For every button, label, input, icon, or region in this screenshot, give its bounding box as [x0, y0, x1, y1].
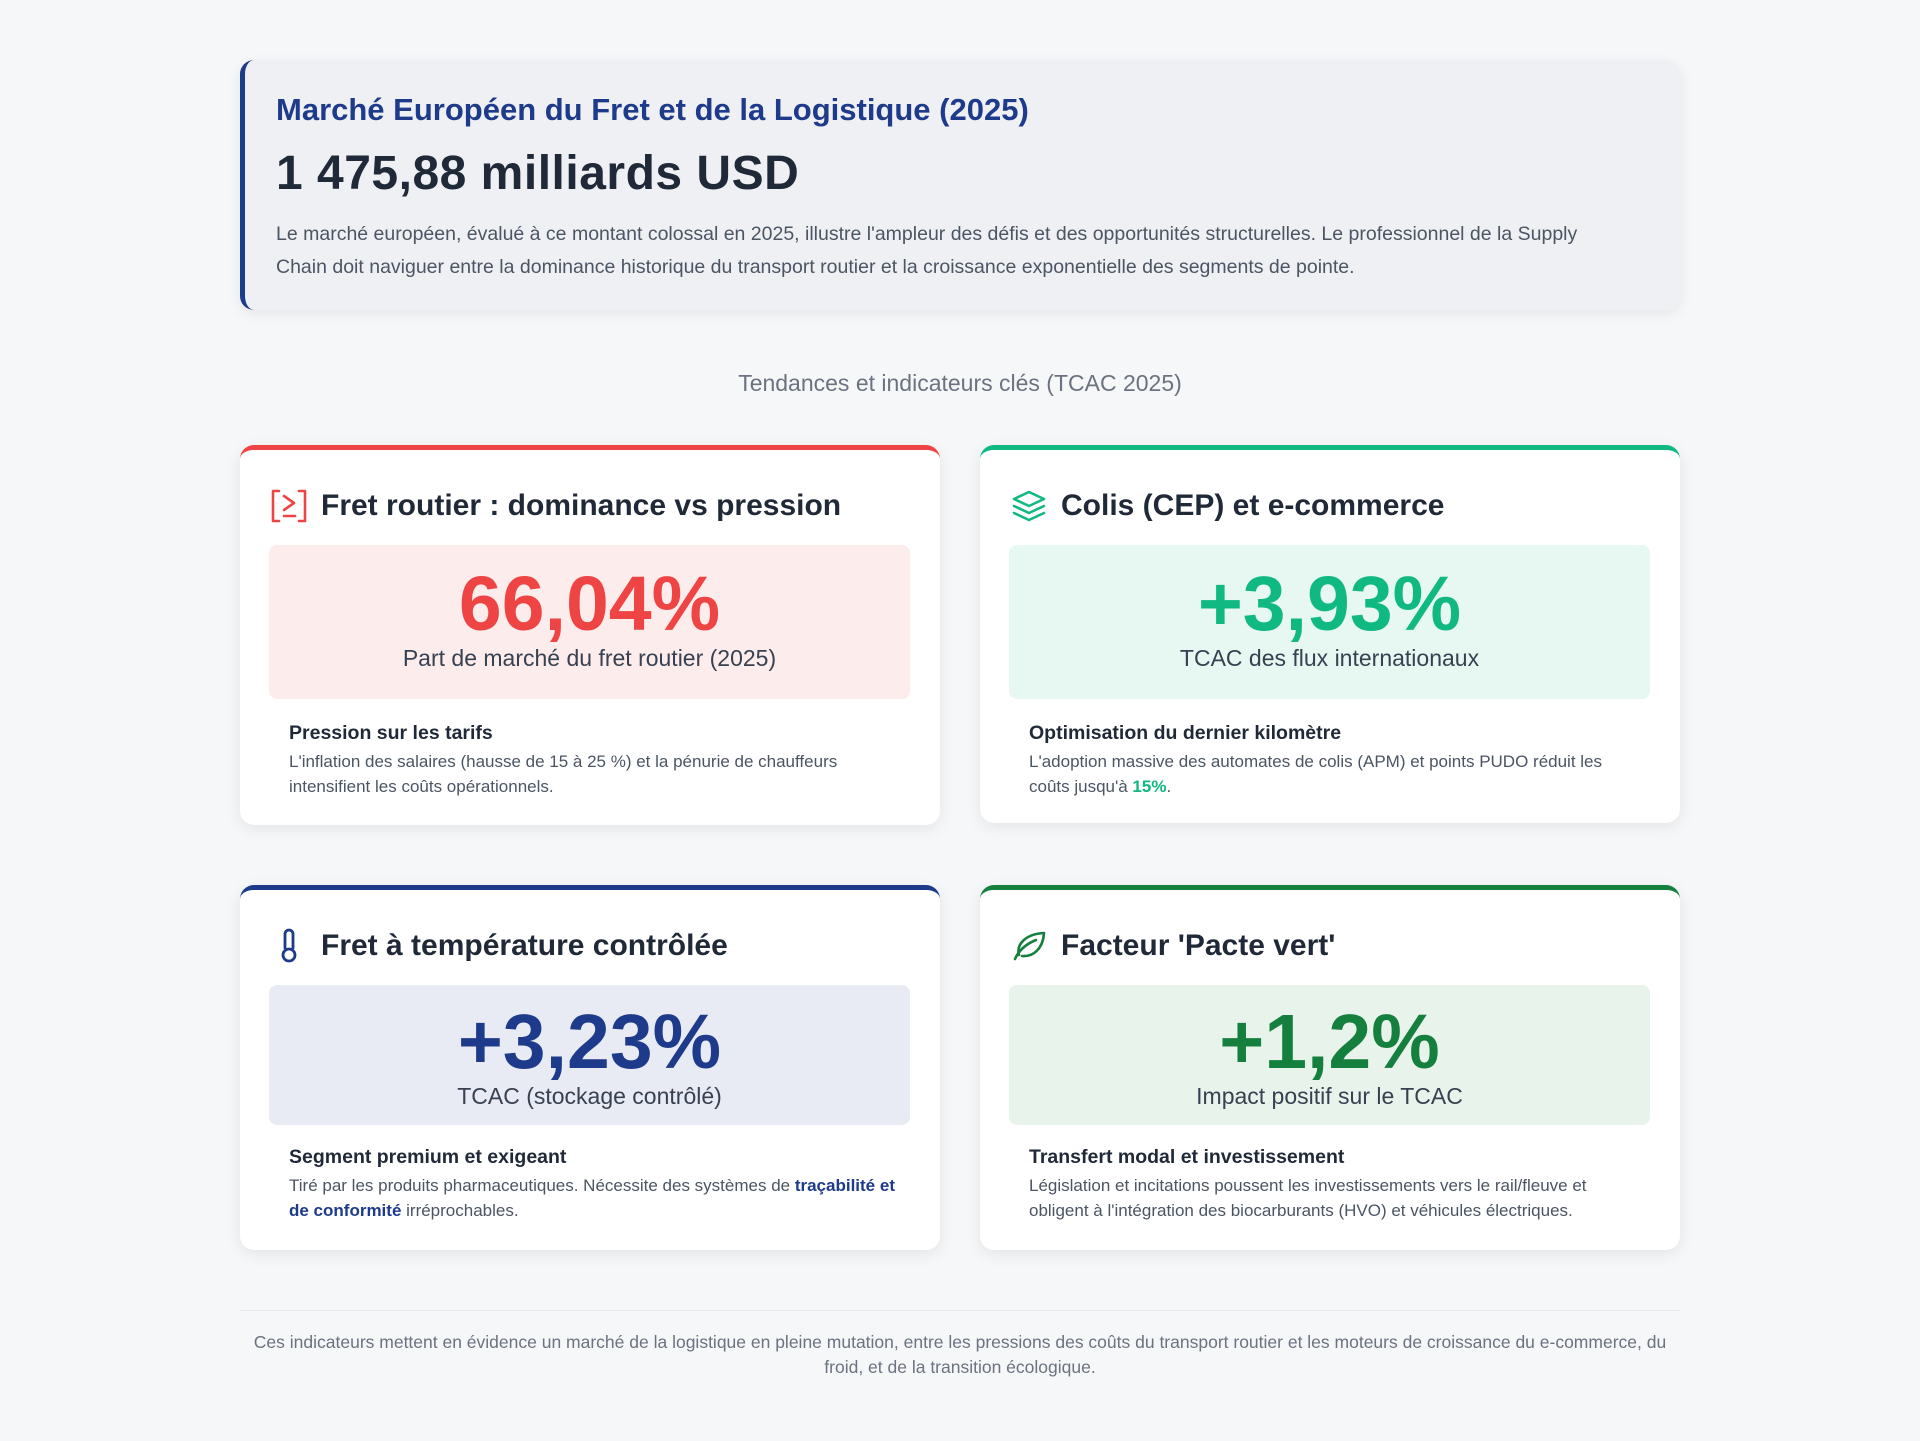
market-overview-panel: Marché Européen du Fret et de la Logisti…	[240, 60, 1680, 310]
stat-label: TCAC des flux internationaux	[1179, 645, 1480, 671]
card-title: Fret à température contrôlée	[321, 929, 728, 962]
card-header: Colis (CEP) et e-commerce	[1009, 486, 1444, 526]
page-title: Marché Européen du Fret et de la Logisti…	[276, 92, 1029, 127]
card-header: Facteur 'Pacte vert'	[1009, 926, 1335, 966]
parcels-ecommerce-card: Colis (CEP) et e-commerce +3,93% TCAC de…	[980, 445, 1680, 823]
card-header: Fret à température contrôlée	[269, 926, 728, 966]
detail-block: Segment premium et exigeant Tiré par les…	[289, 1146, 899, 1223]
stat-label: Part de marché du fret routier (2025)	[402, 645, 777, 671]
footer-note: Ces indicateurs mettent en évidence un m…	[253, 1332, 1667, 1377]
stat-value: +1,2%	[1219, 999, 1440, 1085]
detail-text: Législation et incitations poussent les …	[1029, 1176, 1587, 1220]
footer-divider	[240, 1310, 1680, 1311]
section-subtitle: Tendances et indicateurs clés (TCAC 2025…	[738, 370, 1182, 396]
stat-value: +3,23%	[457, 999, 722, 1085]
stat-box: +3,93% TCAC des flux internationaux	[1009, 545, 1650, 699]
layers-icon	[1009, 486, 1049, 526]
road-freight-card: Fret routier : dominance vs pression 66,…	[240, 445, 940, 825]
detail-title: Optimisation du dernier kilomètre	[1029, 722, 1342, 744]
stat-value: +3,93%	[1197, 561, 1462, 647]
detail-title: Transfert modal et investissement	[1029, 1146, 1345, 1168]
detail-text-end: .	[1166, 777, 1172, 796]
detail-highlight: traçabilité et de conformité	[289, 1176, 895, 1220]
detail-text: L'adoption massive des automates de coli…	[1029, 749, 1639, 799]
stat-label: TCAC (stockage contrôlé)	[457, 1083, 722, 1109]
detail-highlight: 15%	[1132, 777, 1167, 796]
detail-text-end: irréprochables.	[401, 1201, 519, 1220]
road-freight-icon	[269, 486, 309, 526]
green-deal-card: Facteur 'Pacte vert' +1,2% Impact positi…	[980, 885, 1680, 1250]
market-description: Le marché européen, évalué à ce montant …	[276, 223, 1578, 278]
market-value: 1 475,88 milliards USD	[276, 147, 800, 200]
detail-text-start: Tiré par les produits pharmaceutiques. N…	[289, 1176, 795, 1195]
stat-box: 66,04% Part de marché du fret routier (2…	[269, 545, 910, 699]
card-title: Colis (CEP) et e-commerce	[1061, 489, 1445, 522]
detail-text: Tiré par les produits pharmaceutiques. N…	[289, 1173, 899, 1223]
detail-block: Transfert modal et investissement Législ…	[1029, 1146, 1639, 1223]
detail-text-start: L'adoption massive des automates de coli…	[1029, 752, 1603, 796]
card-title: Facteur 'Pacte vert'	[1061, 929, 1336, 962]
cold-chain-card: Fret à température contrôlée +3,23% TCAC…	[240, 885, 940, 1250]
detail-title: Segment premium et exigeant	[289, 1146, 567, 1168]
stat-box: +1,2% Impact positif sur le TCAC	[1009, 985, 1650, 1125]
stat-box: +3,23% TCAC (stockage contrôlé)	[269, 985, 910, 1125]
thermometer-icon	[269, 926, 309, 966]
detail-block: Pression sur les tarifs L'inflation des …	[289, 722, 899, 799]
stat-label: Impact positif sur le TCAC	[1196, 1083, 1463, 1109]
stat-value: 66,04%	[458, 561, 721, 647]
leaf-icon	[1009, 926, 1049, 966]
detail-text: L'inflation des salaires (hausse de 15 à…	[289, 752, 838, 796]
detail-block: Optimisation du dernier kilomètre L'adop…	[1029, 722, 1639, 799]
detail-title: Pression sur les tarifs	[289, 722, 493, 744]
card-title: Fret routier : dominance vs pression	[321, 489, 842, 522]
card-header: Fret routier : dominance vs pression	[269, 486, 841, 526]
